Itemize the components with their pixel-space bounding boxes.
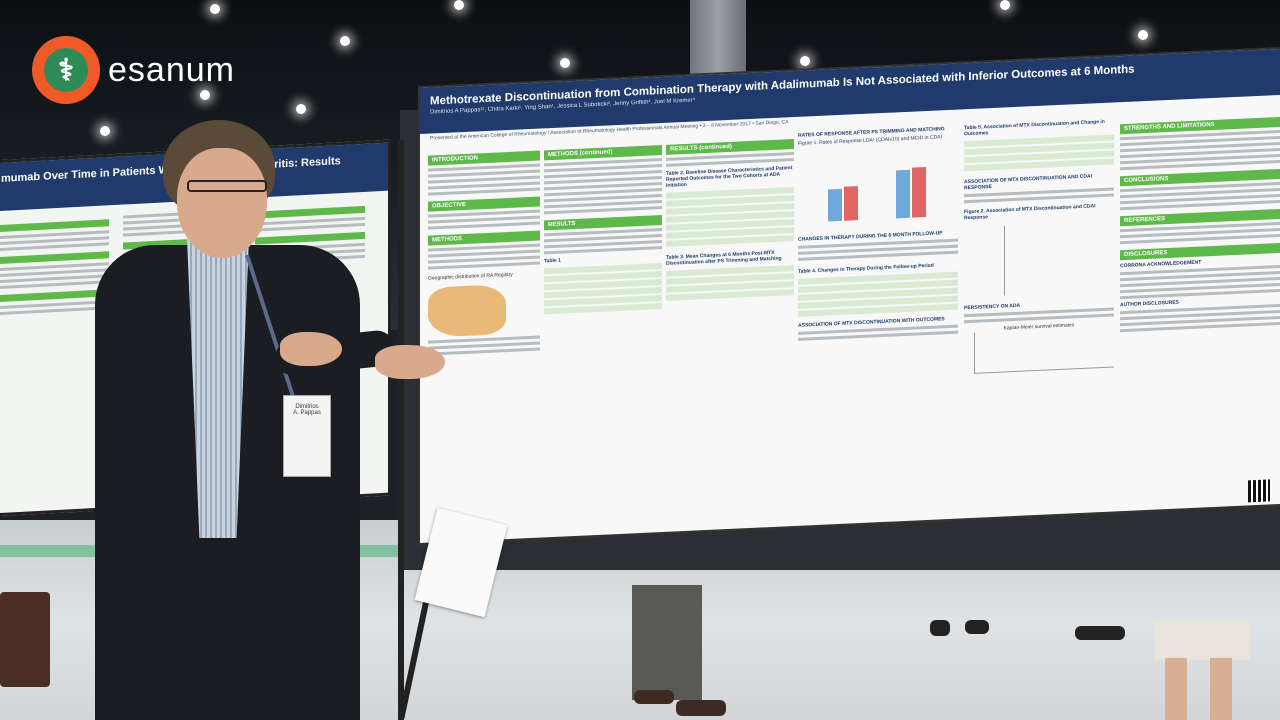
ceiling-light bbox=[200, 90, 210, 100]
table bbox=[544, 263, 662, 315]
chart-bar bbox=[912, 167, 926, 218]
qr-code bbox=[1248, 479, 1270, 503]
chart-bar bbox=[828, 188, 842, 222]
leg bbox=[1165, 658, 1187, 720]
poster-column-3: RESULTS (continued) Table 2. Baseline Di… bbox=[666, 133, 794, 303]
us-map-figure bbox=[428, 284, 506, 338]
table2-title: Table 2. Baseline Disease Characteristic… bbox=[666, 165, 793, 189]
ceiling-light bbox=[1000, 0, 1010, 10]
forest-plot bbox=[1004, 220, 1114, 296]
ceiling-light bbox=[100, 126, 110, 136]
face bbox=[177, 148, 267, 258]
chart-bar bbox=[844, 186, 858, 221]
esanum-logo: ⚕ esanum bbox=[32, 36, 235, 104]
table bbox=[666, 187, 794, 247]
table bbox=[964, 134, 1114, 172]
ceiling-light bbox=[296, 104, 306, 114]
badge-first-name: Dimitrios bbox=[295, 404, 319, 410]
glasses bbox=[187, 180, 267, 192]
hand bbox=[280, 332, 342, 366]
hand bbox=[375, 345, 445, 379]
easel-leg bbox=[398, 140, 404, 720]
poster-column-2: METHODS (continued) RESULTS Table 1 bbox=[544, 139, 662, 316]
survival-curve bbox=[974, 326, 1114, 374]
shoe bbox=[634, 690, 674, 704]
figure2-title: Figure 2. Association of MTX Discontinua… bbox=[964, 203, 1096, 222]
ceiling-light bbox=[1138, 30, 1148, 40]
left-poster-column bbox=[0, 213, 109, 318]
shoe bbox=[1075, 626, 1125, 640]
response-bar-chart bbox=[798, 146, 958, 223]
badge-last-name: A. Pappas bbox=[293, 410, 321, 416]
presenter: Dimitrios A. Pappas bbox=[95, 120, 445, 720]
ceiling-light bbox=[340, 36, 350, 46]
handbag bbox=[0, 592, 50, 687]
ceiling-light bbox=[454, 0, 464, 10]
table3-title: Table 3. Mean Changes at 6 Months Post-M… bbox=[666, 249, 782, 267]
ceiling-light bbox=[560, 58, 570, 68]
leg bbox=[1210, 658, 1232, 720]
ceiling-light bbox=[210, 4, 220, 14]
logo-text: esanum bbox=[108, 50, 235, 89]
skirt bbox=[1155, 620, 1250, 660]
poster-column-1: INTRODUCTION OBJECTIVE METHODS Geographi… bbox=[428, 145, 540, 359]
main-poster: Methotrexate Discontinuation from Combin… bbox=[420, 48, 1280, 543]
name-badge: Dimitrios A. Pappas bbox=[283, 395, 331, 477]
chart-bar bbox=[896, 169, 910, 219]
shoe bbox=[930, 620, 950, 636]
ceiling-light bbox=[800, 56, 810, 66]
shoe bbox=[965, 620, 989, 634]
esanum-logo-icon: ⚕ bbox=[32, 36, 100, 104]
table bbox=[666, 265, 794, 301]
poster-column-6: STRENGTHS AND LIMITATIONS CONCLUSIONS RE… bbox=[1120, 111, 1280, 335]
shoe bbox=[676, 700, 726, 716]
poster-column-4: RATES OF RESPONSE AFTER PS TRIMMING AND … bbox=[798, 126, 958, 344]
map-caption: Geographic distribution of RA Registry bbox=[428, 271, 513, 282]
table bbox=[798, 271, 958, 317]
table-title: Table 1 bbox=[544, 257, 561, 265]
person-legs bbox=[632, 585, 702, 700]
poster-column-5: Table 5. Association of MTX Discontinuat… bbox=[964, 118, 1114, 374]
